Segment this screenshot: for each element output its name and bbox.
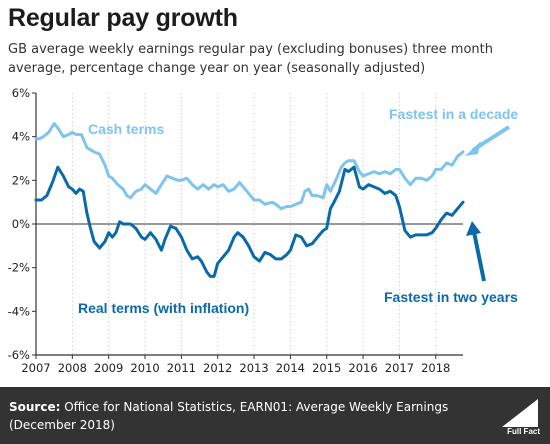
line-chart: 2007 2008 2009 2010 2011 2012 2013 2014 2015 2016… <box>8 86 519 375</box>
x-tick-label: 2008 <box>58 361 87 375</box>
annotation-fastest-decade: Fastest in a decade <box>389 106 518 122</box>
chart-arrows <box>465 125 511 282</box>
page-title: Regular pay growth <box>8 4 238 32</box>
source-footer: Source: Office for National Statistics, … <box>0 387 550 444</box>
y-tick-label: 0% <box>12 217 30 231</box>
cash-terms-line <box>34 122 465 211</box>
x-tick-label: 2013 <box>239 361 268 375</box>
logo-text: Full Fact <box>507 427 540 436</box>
y-tick-label: 4% <box>12 130 30 144</box>
source-text: Source: Office for National Statistics, … <box>9 398 479 434</box>
logo-icon <box>502 399 538 427</box>
source-detail: Office for National Statistics, EARN01: … <box>9 400 449 432</box>
x-tick-label: 2010 <box>130 361 159 375</box>
annotation-cash-terms: Cash terms <box>88 121 164 137</box>
chart-labels: Cash terms Real terms (with inflation) F… <box>78 106 518 316</box>
full-fact-logo: Full Fact <box>494 393 544 439</box>
page-subtitle: GB average weekly earnings regular pay (… <box>8 42 493 76</box>
source-label: Source: <box>9 400 61 414</box>
x-tick-label: 2007 <box>21 361 50 375</box>
x-tick-label: 2011 <box>167 361 196 375</box>
chart-axes: 2007 2008 2009 2010 2011 2012 2013 2014 2015 2016… <box>8 86 463 375</box>
y-tick-label: -4% <box>8 304 30 318</box>
x-tick-label: 2016 <box>348 361 377 375</box>
x-tick-label: 2014 <box>276 361 305 375</box>
arrow-two-years-shaft <box>472 231 486 282</box>
annotation-fastest-two-years: Fastest in two years <box>384 289 518 305</box>
y-tick-label: -6% <box>8 348 30 362</box>
chart-series <box>34 122 465 278</box>
arrow-decade-head <box>465 141 481 156</box>
y-tick-label: -2% <box>8 261 30 275</box>
arrow-two-years-head <box>466 221 481 236</box>
x-tick-label: 2012 <box>203 361 232 375</box>
x-tick-label: 2015 <box>312 361 341 375</box>
real-terms-line <box>34 165 465 278</box>
x-tick-label: 2009 <box>94 361 123 375</box>
x-tick-label: 2017 <box>385 361 414 375</box>
annotation-real-terms: Real terms (with inflation) <box>78 300 249 316</box>
y-tick-label: 6% <box>12 86 30 100</box>
y-tick-label: 2% <box>12 173 30 187</box>
x-tick-label: 2018 <box>421 361 450 375</box>
